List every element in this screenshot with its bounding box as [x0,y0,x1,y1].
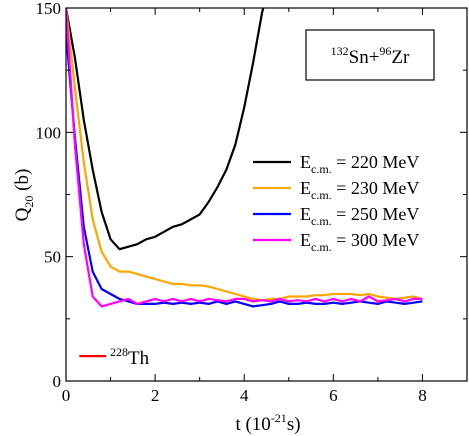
axis-ticks: 0 2 4 6 8 0 50 100 150 [36,0,467,405]
system-annotation: 132Sn+96Zr [305,29,435,81]
reference-label: 228Th [110,345,150,369]
annotation-text: 132Sn+96Zr [331,44,410,68]
x-axis-title: t (10-21s) [235,411,300,435]
y-tick-label: 150 [36,0,62,18]
annotation-box [305,29,435,81]
legend-label-3: Ec.m. = 250 MeV [300,204,419,228]
y-tick-label: 0 [53,372,62,391]
series-line-4 [66,8,423,308]
legend-label-1: Ec.m. = 220 MeV [300,152,419,176]
x-tick-label: 0 [62,386,71,405]
series-line-1 [66,8,265,251]
x-tick-label: 4 [240,386,249,405]
x-tick-label: 2 [151,386,160,405]
y-tick-label: 50 [44,248,61,267]
plot-area [66,8,423,358]
y-axis-title: Q20 (b) [12,169,36,222]
legend-label-2: Ec.m. = 230 MeV [300,178,419,202]
y-tick-label: 100 [36,123,62,142]
x-tick-label: 8 [418,386,427,405]
series-line-2 [66,8,423,302]
x-tick-label: 6 [329,386,338,405]
legend-label-4: Ec.m. = 300 MeV [300,230,419,254]
